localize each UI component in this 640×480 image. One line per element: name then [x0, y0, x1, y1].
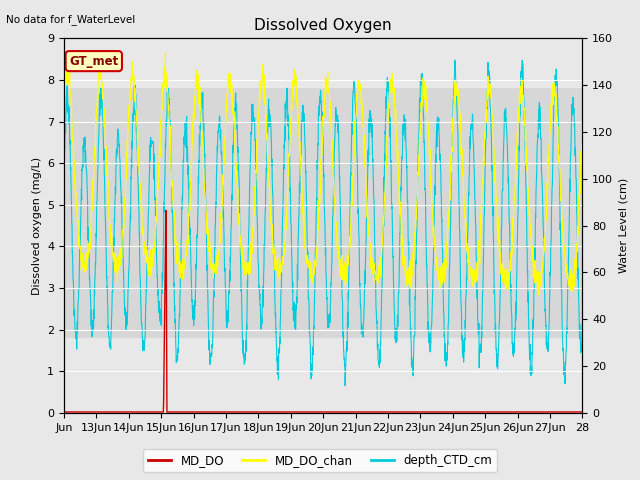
Title: Dissolved Oxygen: Dissolved Oxygen	[254, 18, 392, 33]
Y-axis label: Dissolved oxygen (mg/L): Dissolved oxygen (mg/L)	[31, 156, 42, 295]
Bar	[64, 88, 582, 338]
Y-axis label: Water Level (cm): Water Level (cm)	[619, 178, 629, 273]
Legend: MD_DO, MD_DO_chan, depth_CTD_cm: MD_DO, MD_DO_chan, depth_CTD_cm	[143, 449, 497, 472]
Text: GT_met: GT_met	[69, 55, 118, 68]
Text: No data for f_WaterLevel: No data for f_WaterLevel	[6, 14, 136, 25]
